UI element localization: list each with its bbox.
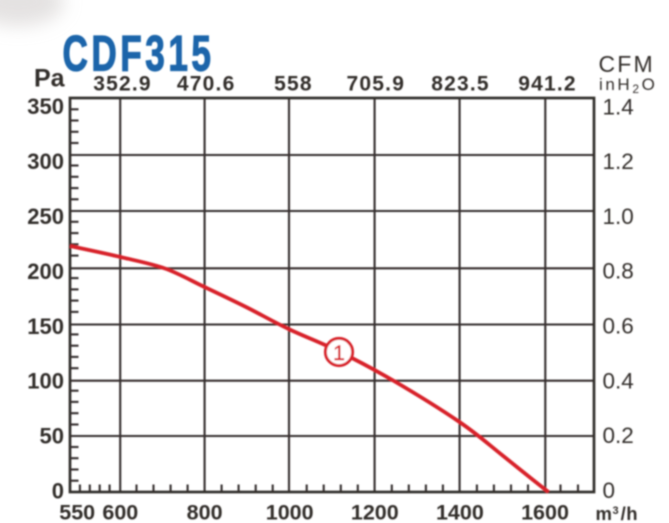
svg-text:1600: 1600 xyxy=(521,501,569,523)
svg-text:1000: 1000 xyxy=(266,501,314,523)
svg-text:250: 250 xyxy=(27,204,64,229)
svg-text:1: 1 xyxy=(333,341,345,365)
svg-text:352.9: 352.9 xyxy=(93,72,152,95)
svg-text:470.6: 470.6 xyxy=(177,72,236,95)
svg-text:0.8: 0.8 xyxy=(603,259,634,284)
svg-text:1200: 1200 xyxy=(351,501,399,523)
svg-text:0.2: 0.2 xyxy=(603,423,634,448)
svg-text:0: 0 xyxy=(603,478,616,503)
svg-text:350: 350 xyxy=(27,94,64,119)
svg-text:823.5: 823.5 xyxy=(431,72,490,95)
svg-text:1.0: 1.0 xyxy=(603,204,634,229)
svg-text:Pa: Pa xyxy=(34,65,66,93)
svg-text:CDF315: CDF315 xyxy=(63,26,215,82)
svg-text:1.2: 1.2 xyxy=(603,149,634,174)
svg-text:550: 550 xyxy=(59,501,95,523)
svg-text:CFM: CFM xyxy=(599,51,655,77)
svg-text:100: 100 xyxy=(27,369,64,394)
svg-text:m3/h: m3/h xyxy=(596,503,639,523)
svg-text:200: 200 xyxy=(27,259,64,284)
svg-text:300: 300 xyxy=(27,149,64,174)
svg-text:inH2O: inH2O xyxy=(599,75,657,96)
svg-text:558: 558 xyxy=(274,72,313,95)
svg-text:941.2: 941.2 xyxy=(518,72,577,95)
svg-text:800: 800 xyxy=(187,501,223,523)
svg-text:50: 50 xyxy=(40,424,64,449)
svg-text:705.9: 705.9 xyxy=(347,72,406,95)
svg-text:0.6: 0.6 xyxy=(603,314,634,339)
svg-text:1.4: 1.4 xyxy=(603,94,634,119)
svg-text:1400: 1400 xyxy=(436,501,484,523)
svg-text:150: 150 xyxy=(27,314,64,339)
svg-text:0.4: 0.4 xyxy=(603,368,634,393)
svg-text:600: 600 xyxy=(102,501,138,523)
svg-text:0: 0 xyxy=(52,479,64,504)
